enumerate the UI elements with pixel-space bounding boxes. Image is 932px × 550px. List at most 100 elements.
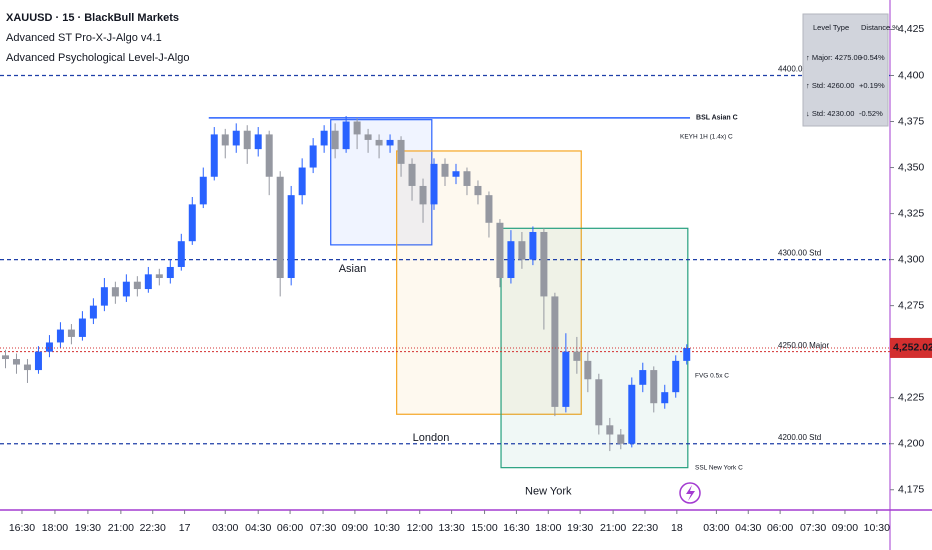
level-label: 4200.00 Std <box>778 433 821 442</box>
candle-body <box>265 134 273 177</box>
annotation: SSL New York C <box>695 465 743 472</box>
x-tick-label: 19:30 <box>567 522 593 534</box>
candle-body <box>100 287 108 306</box>
last-price-label: 4,252.02 <box>893 342 932 354</box>
candle-body <box>452 171 460 177</box>
candle-body <box>551 296 559 407</box>
candle-body <box>375 139 383 146</box>
y-tick-label: 4,200 <box>898 437 924 449</box>
y-tick-label: 4,225 <box>898 391 924 403</box>
indicator-name: Advanced ST Pro-X-J-Algo v4.1 <box>6 32 162 44</box>
candle-body <box>474 185 482 196</box>
x-tick-label: 09:00 <box>342 522 368 534</box>
candle-body <box>496 222 504 279</box>
candle-body <box>485 195 493 223</box>
candle-body <box>672 360 680 393</box>
table-header: Level Type <box>813 23 849 32</box>
candle-body <box>1 355 9 360</box>
candle-body <box>606 425 614 435</box>
x-tick-label: 06:00 <box>277 522 303 534</box>
x-tick-label: 22:30 <box>140 522 166 534</box>
x-tick-label: 12:00 <box>407 522 433 534</box>
x-tick-label: 16:30 <box>503 522 529 534</box>
symbol-title: XAUUSD · 15 · BlackBull Markets <box>6 12 179 24</box>
table-header: Distance % <box>861 23 899 32</box>
last-price-tag <box>890 337 932 358</box>
candle-body <box>221 134 229 146</box>
candle-body <box>650 370 658 404</box>
x-tick-label: 22:30 <box>632 522 658 534</box>
candle-body <box>111 287 119 297</box>
liquidity-label: BSL Asian C <box>696 115 738 122</box>
y-tick-label: 4,425 <box>898 23 924 35</box>
y-tick-label: 4,300 <box>898 253 924 265</box>
candle-body <box>397 139 405 164</box>
candle-body <box>617 434 625 444</box>
y-tick-label: 4,325 <box>898 207 924 219</box>
y-tick-label: 4,400 <box>898 69 924 81</box>
candle-body <box>309 145 317 168</box>
x-tick-label: 10:30 <box>864 522 890 534</box>
plot: 4,1754,2004,2254,2504,2754,3004,3254,350… <box>0 23 924 534</box>
y-tick-label: 4,375 <box>898 115 924 127</box>
x-tick-label: 19:30 <box>75 522 101 534</box>
x-tick-label: 07:30 <box>310 522 336 534</box>
candle-body <box>364 134 372 140</box>
candle-body <box>463 171 471 186</box>
candle-body <box>67 329 75 337</box>
x-tick-label: 16:30 <box>9 522 35 534</box>
candle-body <box>89 305 97 319</box>
candle-body <box>155 274 163 279</box>
candle-body <box>243 130 251 150</box>
y-tick-label: 4,350 <box>898 161 924 173</box>
table-cell: ↑ Std: 4260.00 <box>806 81 854 90</box>
candle-body <box>122 281 130 297</box>
candle-body <box>507 241 515 279</box>
candle-body <box>661 392 669 404</box>
candle-body <box>540 231 548 297</box>
candle-body <box>430 163 438 205</box>
x-tick-label: 15:00 <box>471 522 497 534</box>
x-tick-label: 07:30 <box>800 522 826 534</box>
session-label: New York <box>525 486 572 498</box>
candle-body <box>166 266 174 279</box>
level-label: 4400.00 Std <box>778 65 821 74</box>
candle-body <box>386 139 394 146</box>
x-tick-label: 09:00 <box>832 522 858 534</box>
y-tick-label: 4,175 <box>898 484 924 496</box>
candle-body <box>408 163 416 186</box>
alert-bolt <box>686 485 695 501</box>
candle-body <box>23 364 31 371</box>
y-tick-label: 4,275 <box>898 299 924 311</box>
overlay: 4,252.02 Level Type Distance % ↑ Major: 427… <box>0 13 932 358</box>
annotation: FVG 0.5x C <box>695 373 729 380</box>
table-cell: ↓ Std: 4230.00 <box>806 109 854 118</box>
table-cell: +0.19% <box>859 81 885 90</box>
info-table <box>802 13 889 127</box>
table-cell: ↑ Major: 4275.00 <box>806 53 862 62</box>
x-tick-label: 03:00 <box>703 522 729 534</box>
candle-body <box>34 351 42 371</box>
table-cell: +0.54% <box>859 53 885 62</box>
session-label: Asian <box>339 263 367 275</box>
candle-body <box>199 176 207 205</box>
candle-body <box>331 130 339 150</box>
candle-body <box>628 384 636 444</box>
candle-body <box>529 231 537 260</box>
candle-body <box>320 130 328 146</box>
x-tick-label: 21:00 <box>600 522 626 534</box>
x-tick-label: 17 <box>179 522 191 534</box>
x-tick-label: 04:30 <box>245 522 271 534</box>
table-cell: -0.52% <box>859 109 883 118</box>
session-label: London <box>413 432 450 444</box>
candle-body <box>584 360 592 380</box>
candle-body <box>441 163 449 177</box>
candle-body <box>133 281 141 290</box>
candle-body <box>595 379 603 426</box>
candle-body <box>639 370 647 385</box>
candle-body <box>144 274 152 290</box>
candle-body <box>298 167 306 196</box>
candle-body <box>188 204 196 242</box>
